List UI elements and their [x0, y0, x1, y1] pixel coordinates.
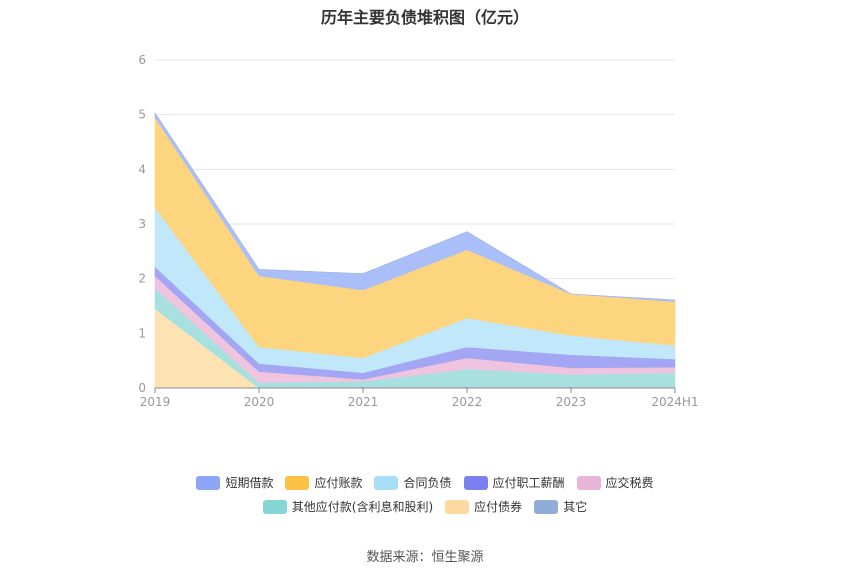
area-series-其它 [154, 112, 676, 301]
legend-label: 其它 [563, 500, 588, 514]
legend-label: 应付职工薪酬 [492, 476, 565, 490]
y-tick-label: 1 [138, 326, 146, 340]
y-tick-label: 2 [138, 272, 146, 286]
axes: 0 1 2 3 4 5 6 2019 2020 2021 2022 2023 2024H1 [138, 53, 698, 409]
legend-item[interactable]: 应付债券 [445, 498, 522, 515]
data-source: 数据来源：恒生聚源 [366, 550, 484, 565]
legend-label: 合同负债 [403, 476, 452, 490]
legend-label: 短期借款 [225, 476, 274, 490]
x-tick-label: 2022 [452, 395, 483, 409]
y-tick-label: 3 [138, 217, 146, 231]
x-tick-label: 2023 [556, 395, 587, 409]
legend-swatch [463, 475, 488, 490]
legend-label: 其他应付款(含利息和股利) [291, 500, 434, 514]
x-tick-label: 2019 [140, 395, 171, 409]
legend-swatch [285, 475, 310, 490]
y-tick-label: 0 [138, 381, 146, 395]
legend-item[interactable]: 短期借款 [196, 474, 273, 491]
legend-row-1: 短期借款 应付账款 合同负债 应付职工薪酬 应交税费 [0, 474, 850, 491]
legend-item[interactable]: 其他应付款(含利息和股利) [262, 498, 434, 515]
legend-item[interactable]: 应付职工薪酬 [463, 474, 565, 491]
y-tick-label: 6 [138, 53, 146, 67]
legend-item[interactable]: 合同负债 [374, 474, 452, 491]
x-tick-label: 2020 [244, 395, 275, 409]
legend-row-2: 其他应付款(含利息和股利) 应付债券 其它 [0, 498, 850, 515]
y-tick-label: 5 [138, 108, 146, 122]
legend-label: 应付债券 [474, 500, 523, 514]
x-tick-label: 2024H1 [651, 395, 698, 409]
legend-label: 应交税费 [605, 476, 654, 490]
legend-swatch [445, 499, 470, 514]
legend-item[interactable]: 其它 [534, 498, 587, 515]
area-series [154, 112, 676, 389]
x-tick-label: 2021 [348, 395, 379, 409]
legend-item[interactable]: 应交税费 [576, 474, 654, 491]
legend-item[interactable]: 应付账款 [285, 474, 362, 491]
y-tick-label: 4 [138, 162, 146, 176]
legend-label: 应付账款 [314, 476, 363, 490]
legend-swatch [576, 475, 601, 490]
chart-title: 历年主要负债堆积图（亿元） [320, 8, 529, 27]
legend-swatch [374, 475, 399, 490]
legend-swatch [196, 475, 221, 490]
legend-swatch [534, 499, 559, 514]
legend-swatch [262, 499, 287, 514]
